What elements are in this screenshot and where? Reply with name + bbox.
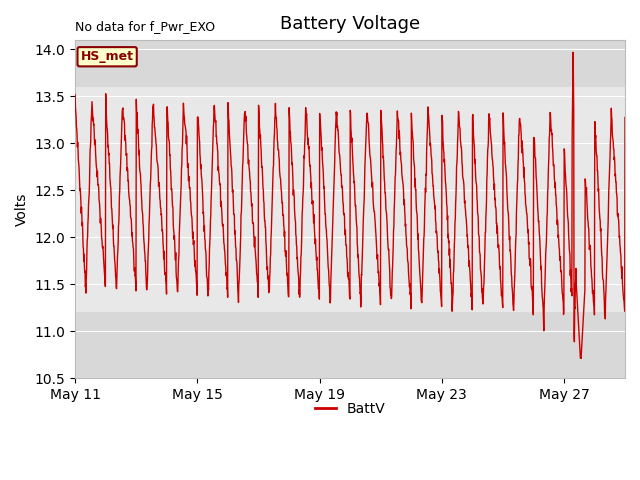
Legend: BattV: BattV <box>309 397 391 422</box>
Text: No data for f_Pwr_EXO: No data for f_Pwr_EXO <box>75 20 215 33</box>
Title: Battery Voltage: Battery Voltage <box>280 15 420 33</box>
Bar <box>75 87 625 312</box>
Y-axis label: Volts: Volts <box>15 192 29 226</box>
Text: HS_met: HS_met <box>81 50 134 63</box>
